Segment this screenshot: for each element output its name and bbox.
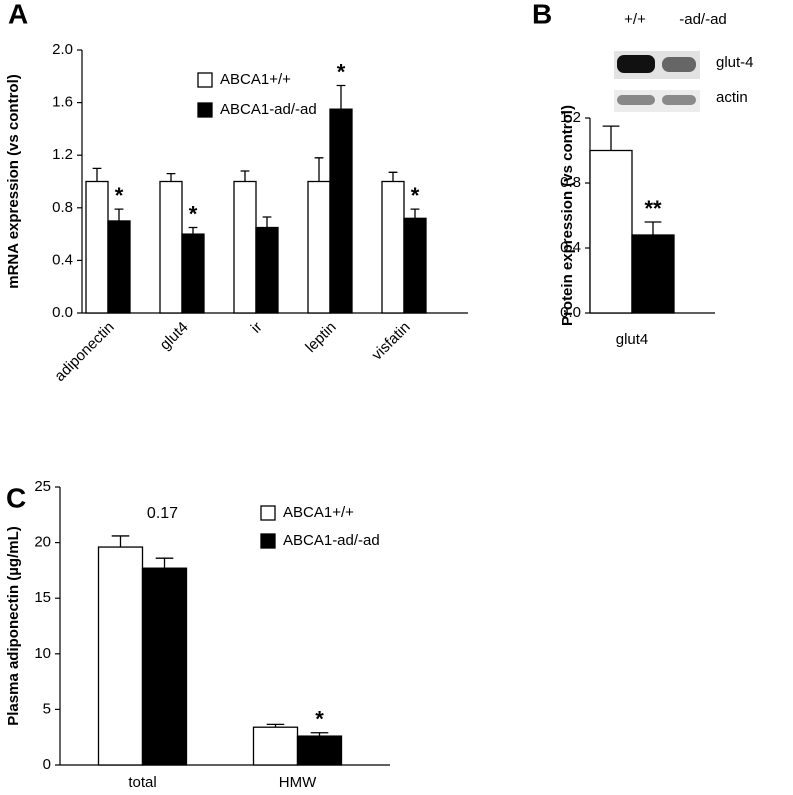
p-value-label: 0.17: [147, 505, 178, 522]
x-tick-label: visfatin: [369, 319, 414, 364]
y-axis-label: Protein expression (vs control): [559, 105, 576, 326]
y-tick-label: 5: [43, 700, 51, 717]
legend-label: ABCA1+/+: [220, 71, 291, 88]
error-bar: [262, 216, 272, 228]
bar: [381, 180, 405, 314]
y-tick-label: 0.0: [560, 304, 581, 321]
y-tick-label: 0.4: [560, 239, 581, 256]
significance-label: *: [315, 707, 324, 732]
error-bar: [240, 170, 250, 182]
error-bar: [111, 535, 130, 548]
legend-label: ABCA1+/+: [283, 504, 354, 521]
bar: [307, 180, 331, 314]
error-bar: [266, 723, 285, 728]
x-tick-label: total: [128, 774, 156, 791]
error-bar: [188, 226, 198, 235]
blot-band: [662, 95, 696, 105]
legend-label: ABCA1-ad/-ad: [220, 101, 317, 118]
panel-label: A: [8, 0, 28, 29]
band-label: actin: [716, 89, 748, 106]
error-bar: [310, 732, 329, 737]
bar: [403, 217, 427, 314]
error-bar: [410, 208, 420, 219]
x-tick-label: leptin: [302, 319, 339, 356]
bar: [107, 220, 131, 314]
y-tick-label: 10: [34, 645, 51, 662]
lane-label: +/+: [624, 11, 646, 28]
y-tick-label: 0.0: [52, 304, 73, 321]
x-tick-label: glut4: [157, 319, 192, 354]
bar: [181, 233, 205, 314]
error-bar: [314, 157, 324, 182]
y-tick-label: 20: [34, 534, 51, 551]
error-bar: [166, 172, 176, 182]
legend-swatch: [197, 72, 213, 88]
bar: [255, 226, 279, 314]
bar: [589, 149, 633, 314]
bar: [97, 546, 144, 766]
significance-label: *: [189, 201, 198, 226]
error-bar: [114, 208, 124, 221]
bar: [141, 567, 188, 766]
y-tick-label: 25: [34, 478, 51, 495]
error-bar: [602, 125, 620, 151]
panel-label: B: [532, 0, 552, 29]
blot-band: [617, 55, 655, 73]
error-bar: [155, 557, 174, 569]
error-bar: [388, 171, 398, 182]
y-tick-label: 1.2: [560, 109, 581, 126]
y-tick-label: 0: [43, 756, 51, 773]
error-bar: [92, 167, 102, 182]
x-tick-label: ir: [248, 319, 266, 337]
error-bar: [644, 221, 662, 235]
lane-label: -ad/-ad: [679, 11, 727, 28]
bar: [329, 108, 353, 314]
panel-label: C: [6, 482, 26, 513]
bar: [296, 735, 343, 766]
bar: [159, 180, 183, 314]
legend-swatch: [260, 533, 276, 549]
y-axis-label: mRNA expression (vs control): [5, 74, 22, 289]
legend-swatch: [260, 505, 276, 521]
x-tick-label: HMW: [279, 774, 317, 791]
x-tick-label: adiponectin: [51, 319, 117, 385]
error-bar: [336, 84, 346, 110]
significance-label: *: [411, 183, 420, 208]
y-tick-label: 15: [34, 589, 51, 606]
y-tick-label: 1.2: [52, 146, 73, 163]
legend-label: ABCA1-ad/-ad: [283, 532, 380, 549]
bar: [85, 180, 109, 314]
significance-label: **: [644, 196, 662, 221]
band-label: glut-4: [716, 54, 754, 71]
y-tick-label: 1.6: [52, 94, 73, 111]
bar: [631, 234, 675, 314]
y-tick-label: 0.8: [52, 199, 73, 216]
significance-label: *: [115, 183, 124, 208]
significance-label: *: [337, 59, 346, 84]
y-axis-label: Plasma adiponectin (µg/mL): [5, 526, 22, 726]
bar: [252, 726, 299, 766]
x-tick-label: glut4: [616, 331, 649, 348]
blot-band: [617, 95, 655, 105]
blot-band: [662, 57, 696, 72]
legend-swatch: [197, 102, 213, 118]
bar: [233, 180, 257, 314]
y-tick-label: 2.0: [52, 41, 73, 58]
y-tick-label: 0.8: [560, 174, 581, 191]
y-tick-label: 0.4: [52, 251, 73, 268]
